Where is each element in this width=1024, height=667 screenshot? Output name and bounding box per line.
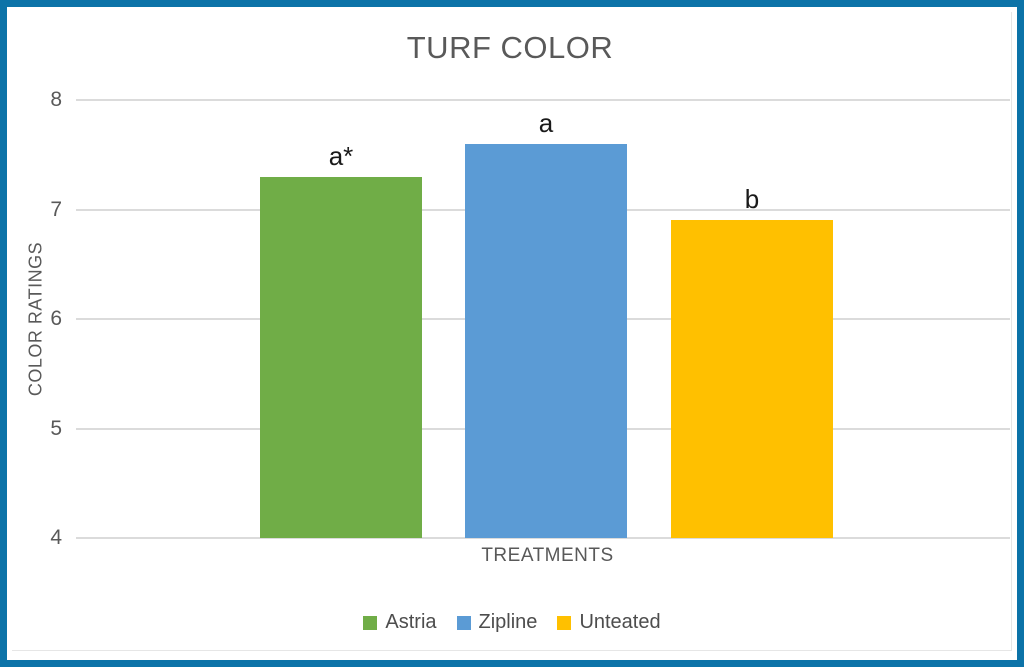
y-tick-label-4: 4 <box>50 526 62 549</box>
legend-swatch-unteated <box>557 615 572 630</box>
y-tick-label-5: 5 <box>50 416 62 440</box>
plot-area <box>76 99 1010 539</box>
legend-swatch-astria <box>363 615 378 630</box>
bar-zipline <box>465 143 627 538</box>
y-axis-tick-mark-6 <box>76 318 90 320</box>
legend-item-zipline: Zipline <box>456 611 538 634</box>
legend-item-unteated: Unteated <box>557 611 661 634</box>
legend-item-astria: Astria <box>363 611 437 634</box>
legend-label-zipline: Zipline <box>478 611 538 633</box>
y-tick-label-8: 8 <box>50 88 62 111</box>
chart-image-edge <box>12 12 1012 651</box>
legend: Astria Zipline Unteated <box>0 611 1024 634</box>
y-axis-tick-mark-5 <box>76 427 90 430</box>
legend-label-astria: Astria <box>385 611 437 633</box>
x-axis-title: TREATMENTS <box>481 545 614 566</box>
legend-swatch-zipline <box>456 615 471 630</box>
y-axis-tick-mark-7 <box>76 208 90 211</box>
bar-astria <box>260 176 422 538</box>
y-tick-label-7: 7 <box>50 197 62 221</box>
bar-annotation-astria: a* <box>328 140 354 171</box>
gridline-8 <box>85 99 1010 101</box>
bar-annotation-zipline: a <box>538 107 554 138</box>
bar-annotation-unteated: b <box>744 184 760 215</box>
y-tick-label-6: 6 <box>50 307 62 330</box>
legend-label-unteated: Unteated <box>579 611 661 633</box>
gridline-4 <box>85 537 1010 539</box>
y-axis-tick-mark-4 <box>76 537 90 539</box>
y-axis-title: COLOR RATINGS <box>25 241 46 397</box>
y-axis-tick-mark-8 <box>76 99 90 101</box>
chart-title: TURF COLOR <box>406 30 614 65</box>
bar-unteated <box>671 220 833 538</box>
